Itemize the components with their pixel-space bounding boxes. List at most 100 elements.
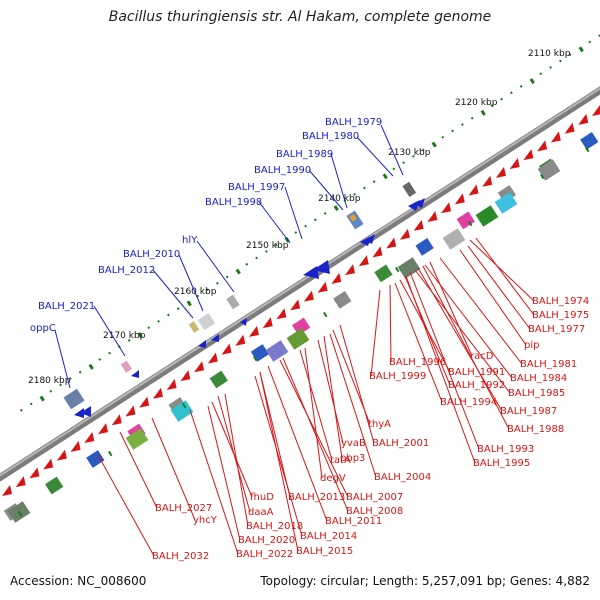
gene-arrow[interactable] [276,308,287,320]
gene-label[interactable]: BALH_1988 [507,424,564,435]
gene-arrow[interactable] [386,237,397,249]
gene-arrow[interactable] [125,405,136,417]
gene-label[interactable]: BALH_2001 [372,438,429,449]
gene-arrow[interactable] [358,255,369,267]
gene-block[interactable] [397,257,421,279]
gene-block[interactable] [456,211,475,230]
gene-arrow[interactable] [482,175,493,187]
gene-arrow[interactable] [131,370,139,378]
gene-arrow[interactable] [313,260,330,274]
gene-label[interactable]: BALH_1990 [254,165,311,176]
gene-arrow[interactable] [2,485,12,496]
gene-arrow[interactable] [495,166,506,178]
gene-arrow[interactable] [74,408,84,418]
gene-label[interactable]: BALH_1998 [205,197,262,208]
gene-block[interactable] [125,428,149,450]
gene-arrow[interactable] [240,318,247,326]
gene-label[interactable]: BALH_1974 [532,296,589,307]
gene-block[interactable] [120,360,133,373]
gene-label[interactable]: BALH_2010 [123,249,180,260]
gene-arrow[interactable] [578,113,589,125]
gene-label[interactable]: BALH_2022 [236,549,293,560]
gene-arrow[interactable] [211,334,219,342]
gene-label[interactable]: BALH_1989 [276,149,333,160]
gene-block[interactable] [250,344,270,362]
gene-label[interactable]: BALH_2012 [98,265,155,276]
gene-arrow[interactable] [248,325,259,337]
gene-block[interactable] [537,159,561,181]
gene-arrow[interactable] [427,211,438,223]
gene-arrow[interactable] [43,458,54,470]
gene-label[interactable]: hlY [182,235,198,246]
gene-label[interactable]: oppC [30,323,56,334]
gene-arrow[interactable] [413,219,424,231]
gene-label[interactable]: BALH_2013 [288,492,345,503]
gene-label[interactable]: BALH_1981 [520,359,577,370]
gene-arrow[interactable] [207,352,218,364]
gene-block[interactable] [402,181,417,198]
gene-label[interactable]: daaA [248,507,274,518]
gene-label[interactable]: yhcY [193,515,218,526]
gene-label[interactable]: BALH_1996 [389,357,446,368]
gene-label[interactable]: BALH_1985 [508,388,565,399]
gene-block[interactable] [442,228,466,250]
gene-label[interactable]: pbp3 [340,453,365,464]
gene-label[interactable]: BALH_1992 [448,380,505,391]
gene-arrow[interactable] [98,423,109,435]
gene-arrow[interactable] [80,406,91,417]
gene-label[interactable]: BALH_1997 [228,182,285,193]
gene-block[interactable] [265,340,289,362]
gene-arrow[interactable] [15,476,26,488]
gene-label[interactable]: BALH_2015 [296,546,353,557]
gene-arrow[interactable] [221,343,232,355]
gene-label[interactable]: BALH_2014 [300,531,357,542]
gene-block[interactable] [415,238,434,256]
gene-arrow[interactable] [537,140,548,152]
gene-block[interactable] [349,213,357,222]
gene-arrow[interactable] [592,105,600,116]
gene-label[interactable]: BALH_1991 [448,367,505,378]
gene-arrow[interactable] [180,370,191,382]
gene-block[interactable] [475,205,499,227]
gene-label[interactable]: BALH_1979 [325,117,382,128]
gene-block[interactable] [494,192,518,214]
gene-label[interactable]: thyA [368,419,391,430]
gene-arrow[interactable] [166,378,177,390]
gene-arrow[interactable] [550,131,561,143]
gene-arrow[interactable] [454,193,465,205]
gene-block[interactable] [226,294,240,310]
gene-arrow[interactable] [56,449,67,461]
gene-arrow[interactable] [139,396,150,408]
gene-label[interactable]: BALH_2007 [346,492,403,503]
gene-label[interactable]: BALH_2008 [346,506,403,517]
gene-label[interactable]: BALH_1977 [528,324,585,335]
gene-arrow[interactable] [399,228,410,240]
gene-arrow[interactable] [70,440,81,452]
gene-arrow[interactable] [84,431,95,443]
gene-label[interactable]: BALH_2020 [238,535,295,546]
gene-arrow[interactable] [414,198,425,208]
gene-arrow[interactable] [194,361,205,373]
gene-block[interactable] [45,476,64,495]
gene-label[interactable]: yvaB [341,438,366,449]
gene-arrow[interactable] [523,149,534,161]
gene-label[interactable]: BALH_2032 [152,551,209,562]
gene-arrow[interactable] [345,264,356,276]
gene-arrow[interactable] [290,299,301,311]
gene-block[interactable] [209,370,228,389]
gene-label[interactable]: BALH_1980 [302,131,359,142]
gene-arrow[interactable] [303,290,314,302]
gene-arrow[interactable] [262,317,273,329]
gene-arrow[interactable] [509,158,520,170]
gene-label[interactable]: BALH_2021 [38,301,95,312]
gene-label[interactable]: BALH_1975 [532,310,589,321]
gene-label[interactable]: racD [470,351,494,362]
gene-label[interactable]: BALH_2011 [325,516,382,527]
gene-label[interactable]: degV [320,473,346,484]
gene-label[interactable]: BALH_2018 [246,521,303,532]
gene-arrow[interactable] [198,340,206,348]
gene-block[interactable] [170,400,194,422]
gene-arrow[interactable] [468,184,479,196]
gene-arrow[interactable] [564,122,575,134]
gene-label[interactable]: BALH_1994 [440,397,497,408]
